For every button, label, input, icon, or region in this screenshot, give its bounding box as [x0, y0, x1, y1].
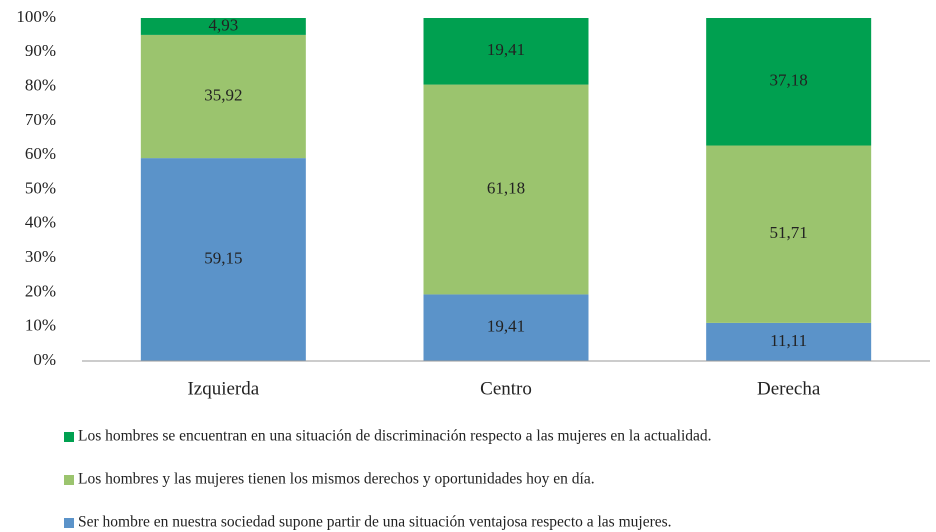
data-label: 4,93 [208, 15, 238, 34]
x-tick-label: Izquierda [187, 378, 259, 399]
y-tick-label: 40% [25, 213, 56, 232]
data-label: 59,15 [204, 248, 242, 267]
y-tick-label: 0% [33, 350, 56, 369]
bar-segment [423, 294, 589, 361]
y-tick-label: 100% [16, 7, 56, 26]
bar-segment [706, 145, 872, 323]
data-label: 35,92 [204, 85, 242, 104]
bar-segment [706, 322, 872, 361]
bar-segment [140, 34, 306, 159]
y-tick-label: 20% [25, 281, 56, 300]
y-tick-label: 30% [25, 247, 56, 266]
bar-segment [423, 84, 589, 295]
data-label: 19,41 [487, 317, 525, 336]
legend-label: Los hombres y las mujeres tienen los mis… [78, 471, 595, 488]
legend-label: Ser hombre en nuestra sociedad supone pa… [78, 514, 672, 531]
x-tick-label: Centro [480, 378, 532, 399]
bar-segment [423, 18, 589, 85]
y-tick-label: 10% [25, 316, 56, 335]
data-label: 37,18 [770, 71, 808, 90]
legend-swatch [64, 432, 74, 442]
x-tick-label: Derecha [757, 378, 821, 399]
y-tick-label: 50% [25, 178, 56, 197]
y-tick-label: 70% [25, 110, 56, 129]
data-label: 51,71 [770, 223, 808, 242]
bar-segment [140, 18, 306, 35]
data-label: 11,11 [770, 331, 807, 350]
y-tick-label: 80% [25, 76, 56, 95]
bar-segment [140, 158, 306, 361]
y-tick-label: 60% [25, 144, 56, 163]
y-tick-label: 90% [25, 41, 56, 60]
data-label: 61,18 [487, 178, 525, 197]
legend-swatch [64, 475, 74, 485]
bar-segment [706, 18, 872, 146]
legend-label: Los hombres se encuentran en una situaci… [78, 428, 712, 445]
data-label: 19,41 [487, 40, 525, 59]
legend-swatch [64, 518, 74, 528]
